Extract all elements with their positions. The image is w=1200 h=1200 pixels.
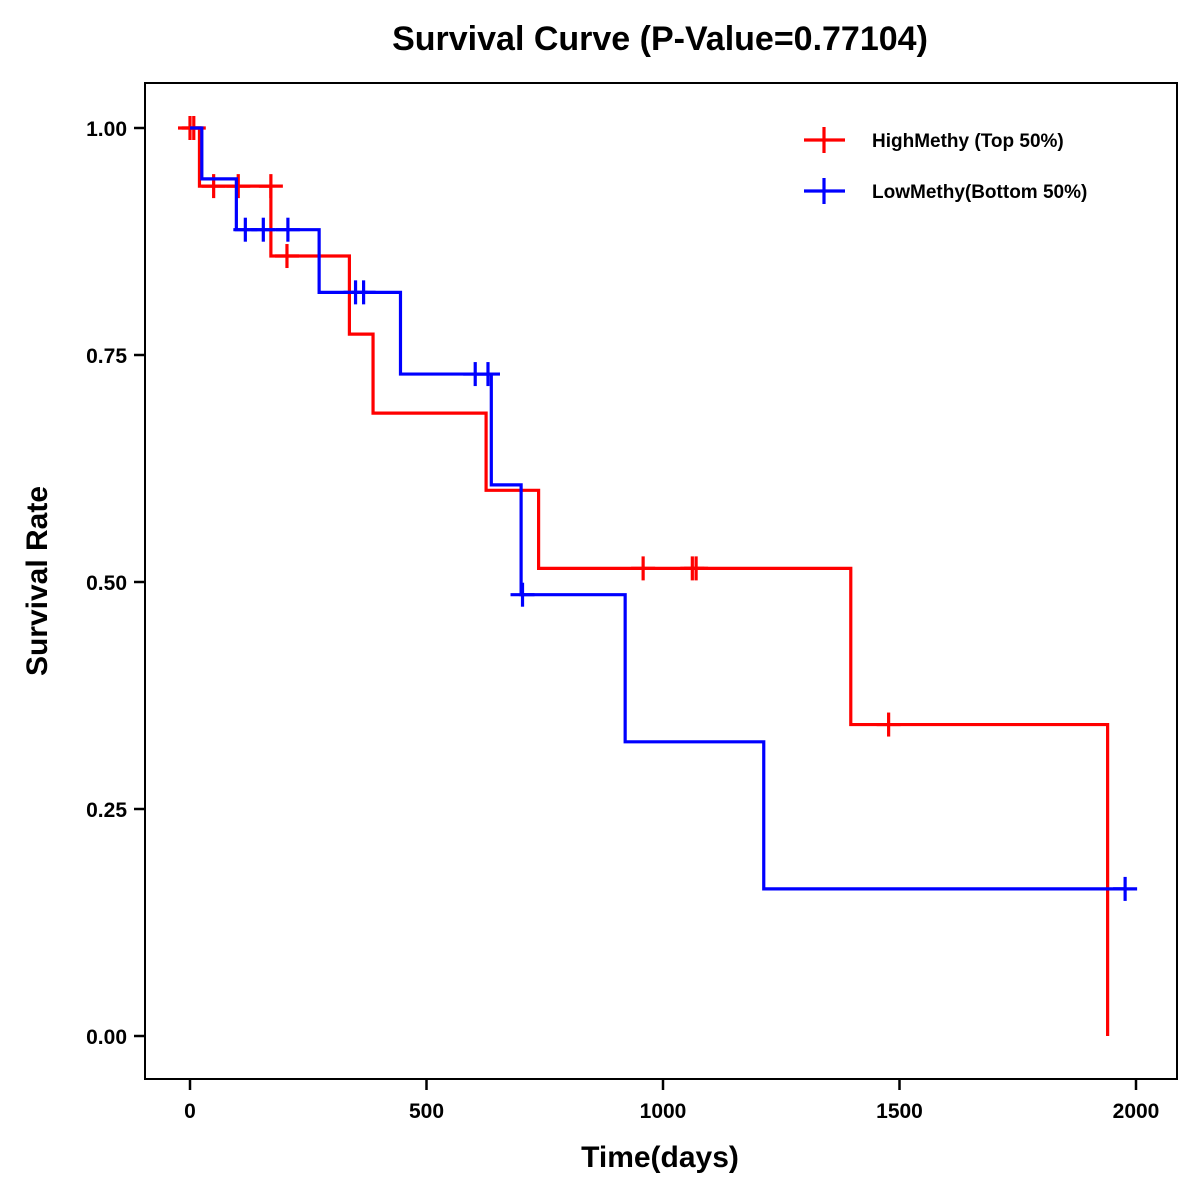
x-tick-label: 500 <box>409 1100 444 1123</box>
legend-key-icon <box>804 127 845 153</box>
legend-label: HighMethy (Top 50%) <box>872 131 1064 152</box>
x-tick-label: 2000 <box>1113 1100 1160 1123</box>
censor-mark <box>510 582 535 607</box>
plot-frame <box>144 82 1178 1080</box>
censor-mark <box>274 244 299 269</box>
censor-mark <box>475 362 500 387</box>
censor-mark <box>1113 876 1138 901</box>
censor-mark <box>876 712 901 737</box>
legend-key-icon <box>804 178 845 204</box>
survival-step-line <box>190 126 1110 1036</box>
series-layer <box>178 116 1138 1036</box>
censor-mark <box>275 217 300 242</box>
x-tick-label: 1500 <box>876 1100 923 1123</box>
censor-mark <box>226 174 251 199</box>
censor-mark <box>351 280 376 305</box>
x-axis: 0 500 1000 1500 2000 <box>184 1079 1159 1123</box>
censor-mark <box>251 217 276 242</box>
x-tick-label: 1000 <box>640 1100 687 1123</box>
series-low-methy <box>190 126 1138 901</box>
y-tick-label: 0.25 <box>86 799 127 822</box>
y-tick-label: 0.75 <box>86 345 127 368</box>
censor-mark <box>631 556 656 581</box>
legend-item: HighMethy (Top 50%) <box>804 127 1064 153</box>
censor-mark <box>684 556 709 581</box>
y-tick-label: 1.00 <box>86 118 127 141</box>
chart-title: Survival Curve (P-Value=0.77104) <box>392 20 928 58</box>
x-axis-label: Time(days) <box>581 1141 739 1174</box>
y-axis-label: Survival Rate <box>21 486 54 676</box>
legend-item: LowMethy(Bottom 50%) <box>804 178 1087 204</box>
survival-step-line <box>190 126 1126 891</box>
y-axis: 0.00 0.25 0.50 0.75 1.00 <box>86 118 145 1049</box>
x-tick-label: 0 <box>184 1100 196 1123</box>
series-high-methy <box>178 116 1110 1036</box>
legend: HighMethy (Top 50%) LowMethy(Bottom 50%) <box>804 127 1087 204</box>
censor-mark <box>258 174 283 199</box>
legend-label: LowMethy(Bottom 50%) <box>872 182 1087 203</box>
y-tick-label: 0.00 <box>86 1026 127 1049</box>
y-tick-label: 0.50 <box>86 572 127 595</box>
